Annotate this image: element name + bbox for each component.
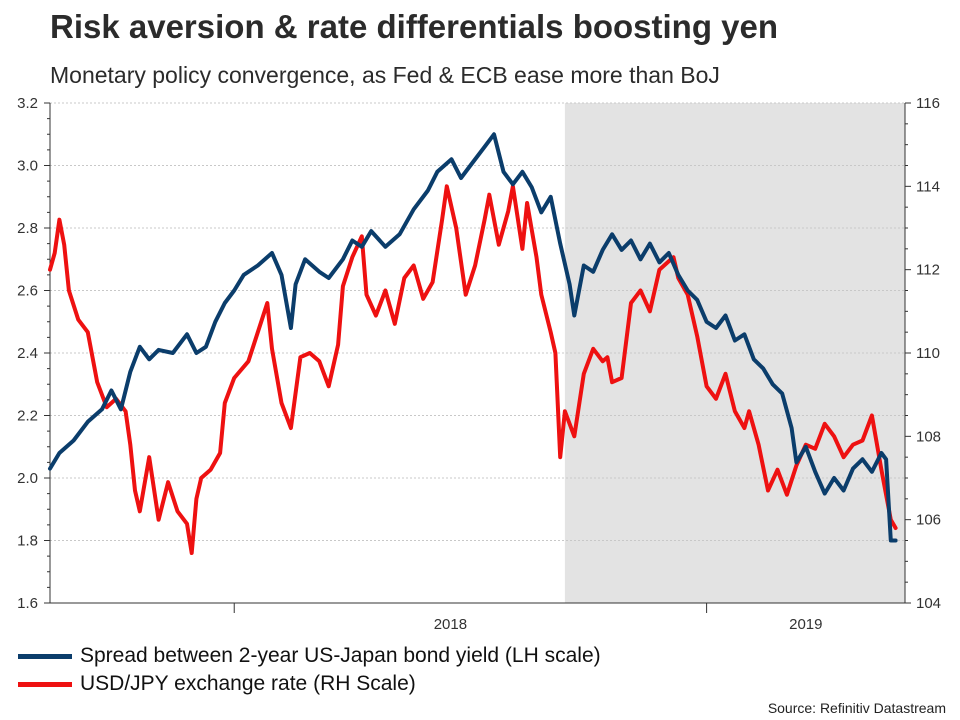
- right-tick-label: 112: [916, 262, 940, 279]
- right-tick-label: 106: [916, 512, 941, 529]
- legend: Spread between 2-year US-Japan bond yiel…: [18, 642, 601, 698]
- left-tick-label: 2.4: [17, 345, 38, 362]
- right-tick-label: 116: [916, 95, 940, 112]
- left-tick-label: 2.8: [17, 220, 38, 237]
- series-line-usdjpy: [48, 184, 898, 555]
- left-tick-label: 2.0: [17, 470, 38, 487]
- chart-title: Risk aversion & rate differentials boost…: [50, 8, 779, 45]
- source-note: Source: Refinitiv Datastream: [767, 700, 946, 716]
- left-tick-label: 1.8: [17, 533, 38, 550]
- legend-swatch-usdjpy: [18, 681, 72, 687]
- legend-label-usdjpy: USD/JPY exchange rate (RH Scale): [80, 672, 416, 695]
- right-tick-label: 114: [916, 178, 940, 195]
- legend-label-spread: Spread between 2-year US-Japan bond yiel…: [80, 644, 601, 667]
- right-tick-label: 104: [916, 595, 941, 612]
- left-tick-label: 2.2: [17, 408, 38, 425]
- left-tick-label: 3.2: [17, 95, 38, 112]
- left-tick-label: 1.6: [17, 595, 38, 612]
- legend-item-spread: Spread between 2-year US-Japan bond yiel…: [18, 642, 601, 670]
- x-tick-label: 2019: [789, 616, 822, 633]
- right-tick-label: 108: [916, 428, 941, 445]
- series-line-spread: [48, 132, 898, 543]
- x-tick-label: 2018: [434, 616, 467, 633]
- right-tick-label: 110: [916, 345, 940, 362]
- line-chart: 1.6 1.8 2.0 2.2 2.4 2.6 2.8 3.0 3.2 104 106 108 110 1…: [17, 95, 941, 633]
- chart-subtitle: Monetary policy convergence, as Fed & EC…: [50, 62, 720, 88]
- legend-swatch-spread: [18, 653, 72, 659]
- left-tick-label: 2.6: [17, 283, 38, 300]
- legend-item-usdjpy: USD/JPY exchange rate (RH Scale): [18, 670, 601, 698]
- left-tick-label: 3.0: [17, 158, 38, 175]
